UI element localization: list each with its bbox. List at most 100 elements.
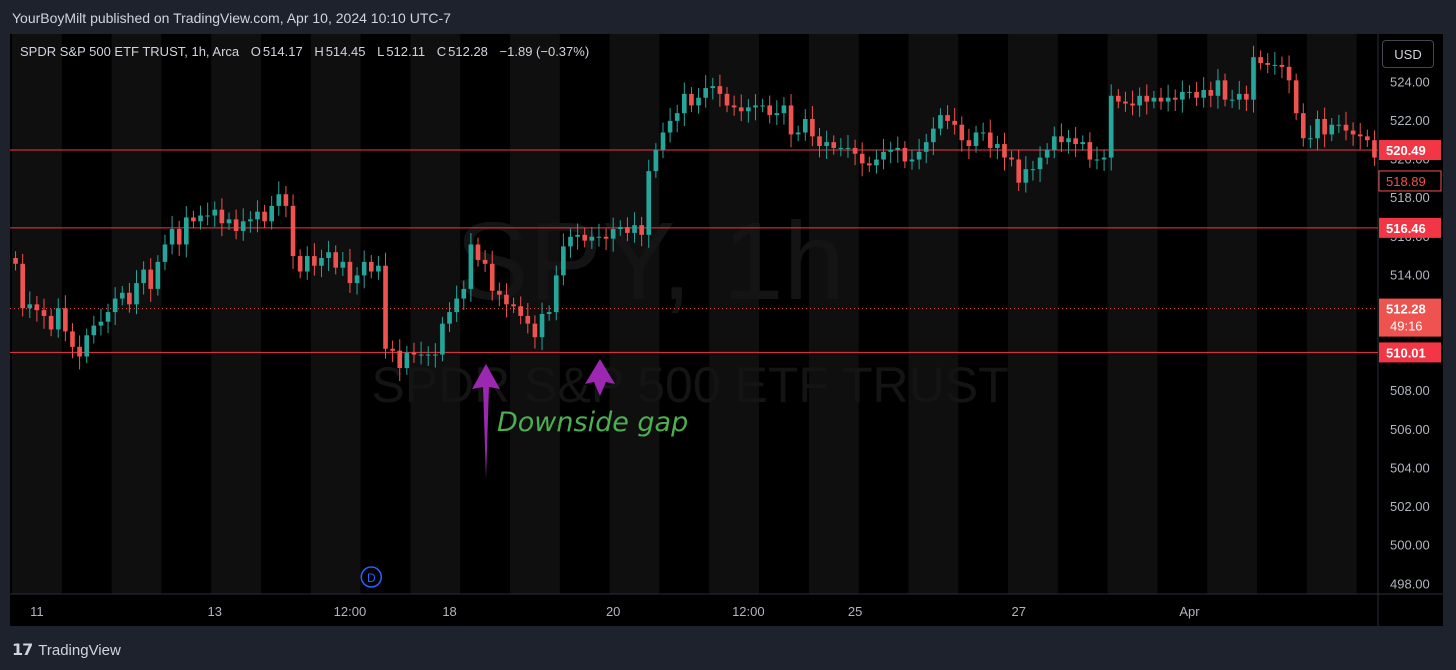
session-bands: [12, 34, 1357, 594]
candle-body: [1258, 57, 1263, 63]
candle-body: [20, 263, 25, 309]
candle-body: [255, 211, 260, 220]
candle-body: [397, 350, 403, 369]
candle-body: [1265, 62, 1271, 65]
candle-body: [233, 219, 239, 231]
candle-body: [1322, 118, 1327, 135]
candle-body: [1130, 103, 1135, 106]
candle-body: [1300, 113, 1306, 139]
y-tick-label: 502.00: [1390, 499, 1430, 514]
candle-body: [119, 292, 125, 299]
candle-body: [916, 151, 922, 160]
candle-body: [525, 315, 531, 324]
candle-body: [1087, 142, 1093, 160]
candle-body: [169, 229, 175, 245]
candle-body: [475, 244, 481, 260]
candle-body: [368, 261, 374, 272]
candle-body: [532, 323, 538, 338]
candle-body: [155, 261, 161, 289]
session-band: [510, 34, 560, 594]
arrow-up-short-icon: [585, 359, 615, 396]
candles: [13, 45, 1377, 382]
y-tick-label: 500.00: [1390, 538, 1430, 553]
candle-body: [176, 229, 182, 245]
candle-body: [1051, 136, 1057, 150]
candle-body: [674, 113, 680, 121]
candle-body: [959, 124, 965, 141]
candle-body: [1030, 169, 1036, 171]
candle-body: [77, 346, 82, 357]
candle-body: [1308, 138, 1313, 140]
candle-body: [205, 215, 210, 217]
candle-body: [198, 215, 203, 222]
candle-body: [639, 225, 644, 235]
candle-body: [617, 227, 623, 230]
session-band: [310, 34, 361, 594]
candle-body: [13, 258, 18, 264]
price-tag-outline: [1378, 170, 1442, 192]
candle-body: [411, 352, 417, 355]
candle-body: [425, 354, 431, 356]
candle-body: [689, 93, 694, 106]
x-tick-label: Apr: [1179, 604, 1200, 619]
legend-symbol: SPDR S&P 500 ETF TRUST, 1h, Arca: [20, 44, 240, 59]
candle-body: [1244, 93, 1249, 100]
candle-body: [276, 194, 282, 206]
candle-body: [1272, 64, 1278, 66]
candle-body: [1229, 99, 1235, 101]
legend-close-value: 512.28: [448, 44, 488, 59]
y-tick-label: 504.00: [1390, 460, 1430, 475]
level-price-tag-label: 510.01: [1386, 345, 1426, 360]
candle-body: [1293, 80, 1299, 114]
candle-body: [632, 225, 637, 233]
candle-body: [1016, 159, 1022, 183]
candle-body: [27, 304, 33, 309]
candle-body: [582, 234, 588, 241]
level-price-tag: [1379, 140, 1441, 161]
candle-body: [724, 93, 730, 106]
candle-body: [881, 151, 886, 160]
candle-body: [84, 335, 90, 357]
candle-body: [297, 256, 303, 272]
candle-body: [1180, 91, 1185, 100]
legend-low-value: 512.11: [386, 44, 426, 59]
y-tick-label: 506.00: [1390, 422, 1430, 437]
level-price-tag: [1379, 217, 1441, 238]
candle-body: [105, 312, 111, 322]
candle-body: [667, 120, 673, 133]
candle-body: [845, 147, 851, 149]
candle-body: [610, 229, 616, 239]
candle-body: [802, 118, 808, 133]
candle-body: [162, 244, 168, 262]
current-price-tag: [1379, 298, 1441, 337]
candle-body: [183, 217, 189, 245]
candle-body: [1158, 97, 1164, 102]
candle-body: [461, 288, 467, 299]
legend-high-label: H: [314, 44, 324, 59]
x-tick-label: 27: [1011, 604, 1025, 619]
candle-body: [112, 298, 118, 313]
candle-body: [653, 149, 659, 172]
y-tick-label: 518.00: [1390, 190, 1430, 205]
level-price-tag-label: 520.49: [1386, 143, 1426, 158]
annotation-text: Downside gap: [497, 407, 688, 438]
candle-body: [1372, 140, 1377, 158]
candle-body: [717, 86, 723, 94]
candle-body: [511, 304, 516, 307]
candle-body: [682, 93, 687, 114]
candle-body: [1108, 95, 1114, 158]
currency-button[interactable]: USD: [1382, 40, 1434, 68]
chart-frame[interactable]: SPY, 1h SPDR S&P 500 ETF TRUST 498.00 500.0…: [10, 34, 1443, 626]
dividend-marker-icon: [360, 566, 383, 588]
candle-body: [518, 306, 524, 316]
candle-body: [1279, 64, 1285, 67]
candle-body: [902, 147, 908, 162]
candle-body: [703, 88, 708, 98]
footer-brand[interactable]: 𝟭𝟳 TradingView: [12, 640, 121, 660]
candle-body: [383, 265, 388, 349]
candle-body: [482, 259, 488, 264]
candle-body: [995, 144, 1000, 148]
countdown-label: 49:16: [1390, 319, 1423, 334]
candle-body: [1187, 91, 1192, 93]
